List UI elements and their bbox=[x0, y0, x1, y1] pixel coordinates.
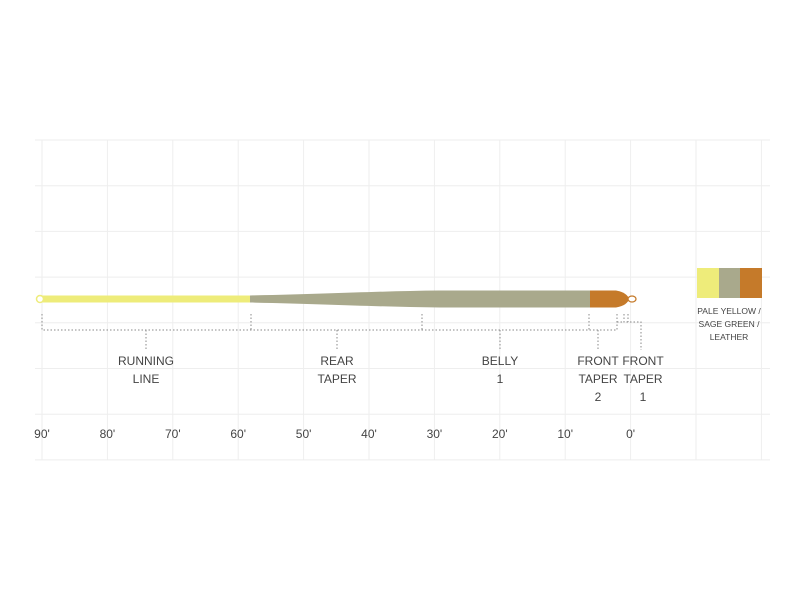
distance-label: 40' bbox=[361, 427, 377, 441]
fly-line bbox=[35, 290, 637, 308]
distance-label: 80' bbox=[100, 427, 116, 441]
swatch-sage bbox=[719, 268, 740, 298]
swatch-leather bbox=[740, 268, 762, 298]
line-end bbox=[35, 294, 45, 304]
distance-axis: 90' 80' 70' 60' 50' 40' 30' 20' 10' 0' bbox=[34, 427, 635, 441]
distance-label: 60' bbox=[230, 427, 246, 441]
segment-label: TAPER bbox=[578, 372, 617, 386]
distance-label: 30' bbox=[427, 427, 443, 441]
running-line bbox=[40, 295, 252, 303]
segment-labels: RUNNING LINE REAR TAPER BELLY 1 FRONT TA… bbox=[118, 354, 664, 404]
segment-label: RUNNING bbox=[118, 354, 174, 368]
distance-label: 70' bbox=[165, 427, 181, 441]
grid bbox=[35, 139, 770, 461]
segment-label: TAPER bbox=[623, 372, 662, 386]
swatch-yellow bbox=[697, 268, 719, 298]
segment-label: 1 bbox=[497, 372, 504, 386]
segment-label: 1 bbox=[640, 390, 647, 404]
distance-label: 20' bbox=[492, 427, 508, 441]
segment-label: BELLY bbox=[482, 354, 518, 368]
swatch-label: PALE YELLOW / bbox=[697, 306, 761, 316]
segment-label: 2 bbox=[595, 390, 602, 404]
bracket-lines bbox=[41, 314, 618, 350]
loop bbox=[627, 295, 637, 303]
segment-label: LINE bbox=[133, 372, 160, 386]
distance-label: 10' bbox=[557, 427, 573, 441]
distance-label: 90' bbox=[34, 427, 50, 441]
bracket-lines-small bbox=[617, 314, 642, 350]
distance-label: 0' bbox=[626, 427, 635, 441]
segment-label: TAPER bbox=[317, 372, 356, 386]
segment-label: FRONT bbox=[622, 354, 664, 368]
brackets bbox=[41, 314, 642, 350]
taper-belly bbox=[250, 290, 592, 308]
color-swatch: PALE YELLOW / SAGE GREEN / LEATHER bbox=[697, 268, 762, 342]
front-taper bbox=[590, 290, 629, 308]
distance-label: 50' bbox=[296, 427, 312, 441]
segment-label: REAR bbox=[320, 354, 354, 368]
swatch-label: SAGE GREEN / bbox=[699, 319, 761, 329]
segment-label: FRONT bbox=[577, 354, 619, 368]
swatch-label: LEATHER bbox=[710, 332, 749, 342]
